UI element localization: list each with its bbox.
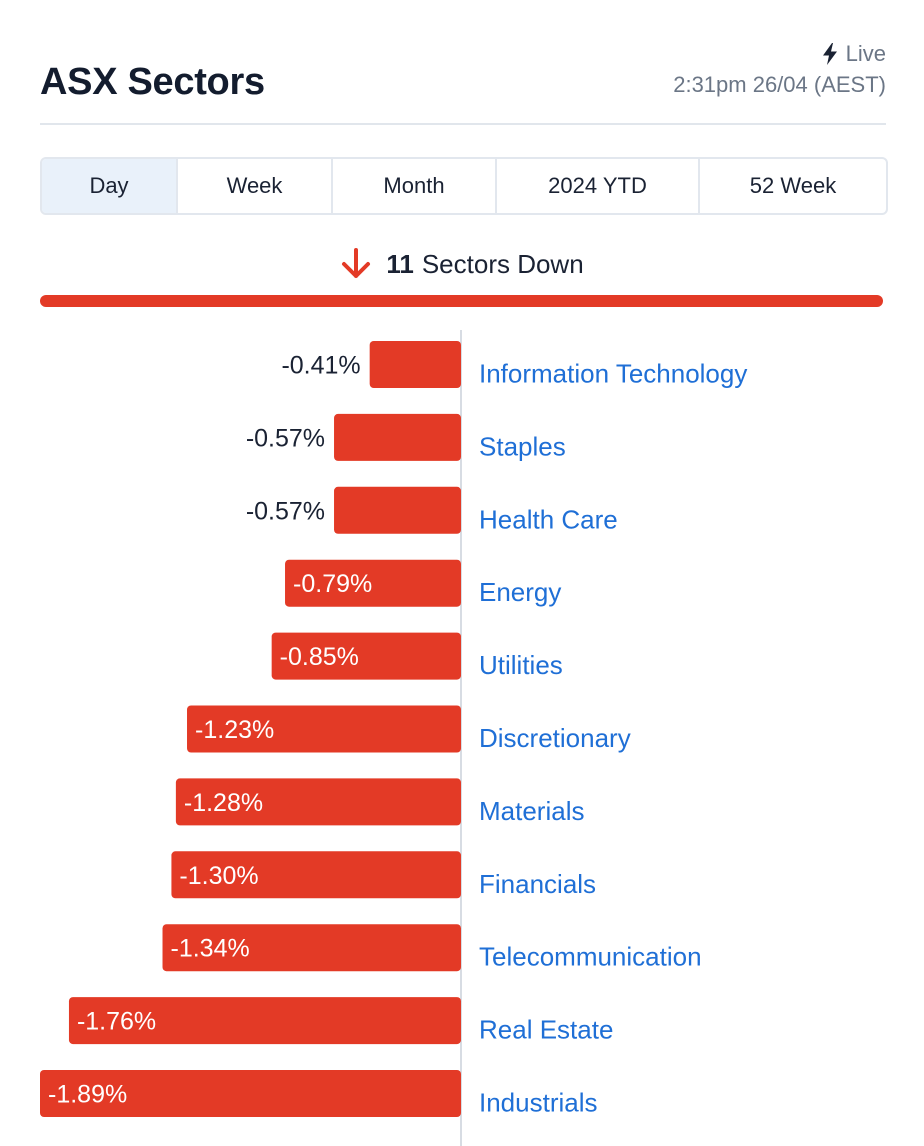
sector-bar-chart: -0.41% Information Technology -0.57% Staple…	[40, 330, 747, 1146]
tab-52-week[interactable]: 52 Week	[749, 173, 837, 198]
sectors-down-count: 11	[386, 248, 414, 279]
sector-value-label: -0.41%	[281, 352, 360, 380]
sector-name-link[interactable]: Staples	[479, 431, 566, 461]
sector-row[interactable]: -1.89% Industrials	[40, 1070, 598, 1118]
sector-value-label: -1.30%	[179, 862, 258, 890]
sectors-summary: 11 Sectors Down	[0, 244, 924, 284]
sector-row[interactable]: -0.57% Health Care	[246, 486, 618, 535]
sector-bar	[40, 1070, 461, 1117]
sector-row[interactable]: -1.28% Materials	[175, 778, 585, 826]
sector-row[interactable]: -1.30% Financials	[171, 851, 596, 899]
sector-name-link[interactable]: Industrials	[479, 1088, 598, 1118]
sector-name-link[interactable]: Utilities	[479, 650, 563, 680]
period-tabs: Day Week Month 2024 YTD 52 Week	[40, 157, 888, 215]
page-title: ASX Sectors	[40, 61, 265, 103]
sector-bar	[334, 486, 461, 534]
sector-row[interactable]: -1.23% Discretionary	[187, 705, 631, 754]
live-indicator: Live	[822, 40, 886, 68]
sector-row[interactable]: -1.76% Real Estate	[68, 997, 613, 1045]
header-divider	[40, 123, 886, 125]
sector-bar	[271, 632, 461, 680]
live-label: Live	[845, 41, 886, 66]
sector-bar	[187, 705, 461, 753]
sector-value-label: -0.57%	[246, 424, 325, 452]
lightning-icon	[822, 43, 837, 65]
sector-name-link[interactable]: Health Care	[479, 504, 618, 534]
sector-value-label: -1.28%	[184, 789, 263, 817]
sector-bar	[334, 413, 461, 461]
sector-value-label: -0.85%	[280, 643, 359, 671]
tab-day[interactable]: Day	[42, 159, 178, 213]
sector-bar	[171, 851, 461, 899]
sector-name-link[interactable]: Discretionary	[479, 723, 631, 753]
sector-name-link[interactable]: Real Estate	[479, 1015, 613, 1045]
sector-row[interactable]: -1.34% Telecommunication	[162, 924, 702, 972]
sector-name-link[interactable]: Information Technology	[479, 359, 747, 389]
sector-row[interactable]: -0.57% Staples	[246, 413, 566, 462]
sector-value-label: -0.79%	[293, 570, 372, 598]
tab-2024-ytd[interactable]: 2024 YTD	[497, 159, 700, 213]
sector-name-link[interactable]: Telecommunication	[479, 942, 702, 972]
timestamp: 2:31pm 26/04 (AEST)	[673, 72, 886, 97]
sector-bar	[162, 924, 461, 972]
sector-name-link[interactable]: Energy	[479, 577, 561, 607]
arrow-down-icon	[342, 248, 371, 278]
sector-bar	[285, 559, 461, 607]
sector-row[interactable]: -0.85% Utilities	[271, 632, 563, 681]
sector-name-link[interactable]: Materials	[479, 796, 584, 826]
sector-row[interactable]: -0.41% Information Technology	[281, 341, 747, 389]
sector-value-label: -1.89%	[48, 1081, 127, 1109]
sector-bar	[369, 341, 461, 388]
sector-bar	[175, 778, 462, 826]
sector-bar	[68, 997, 461, 1045]
sector-value-label: -1.34%	[171, 935, 250, 963]
sector-value-label: -0.57%	[246, 497, 325, 525]
sectors-down-bar	[40, 295, 883, 307]
tab-week[interactable]: Week	[178, 159, 333, 213]
sector-name-link[interactable]: Financials	[479, 869, 596, 899]
sector-value-label: -1.76%	[77, 1008, 156, 1036]
sector-row[interactable]: -0.79% Energy	[285, 559, 561, 608]
sector-value-label: -1.23%	[195, 716, 274, 744]
tab-month[interactable]: Month	[333, 159, 497, 213]
sectors-down-label: Sectors Down	[421, 248, 584, 279]
